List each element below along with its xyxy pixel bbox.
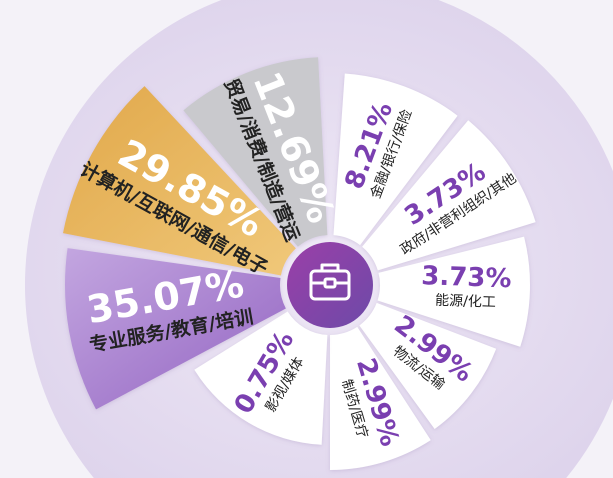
sector-7: [62, 86, 296, 276]
sector-1: [362, 120, 536, 271]
sector-8: [183, 57, 328, 247]
sector-2: [377, 236, 530, 347]
briefcase-icon: [309, 263, 351, 301]
sector-3: [359, 302, 497, 430]
sector-label-group: 3.73%能源/化工: [421, 261, 512, 311]
category-label: 能源/化工: [435, 293, 496, 311]
center-circle: [287, 242, 373, 328]
sector-6: [64, 248, 286, 410]
sector-0: [333, 73, 458, 246]
sector-4: [330, 326, 431, 471]
sector-5: [194, 311, 328, 445]
percent-label: 3.73%: [421, 261, 512, 294]
